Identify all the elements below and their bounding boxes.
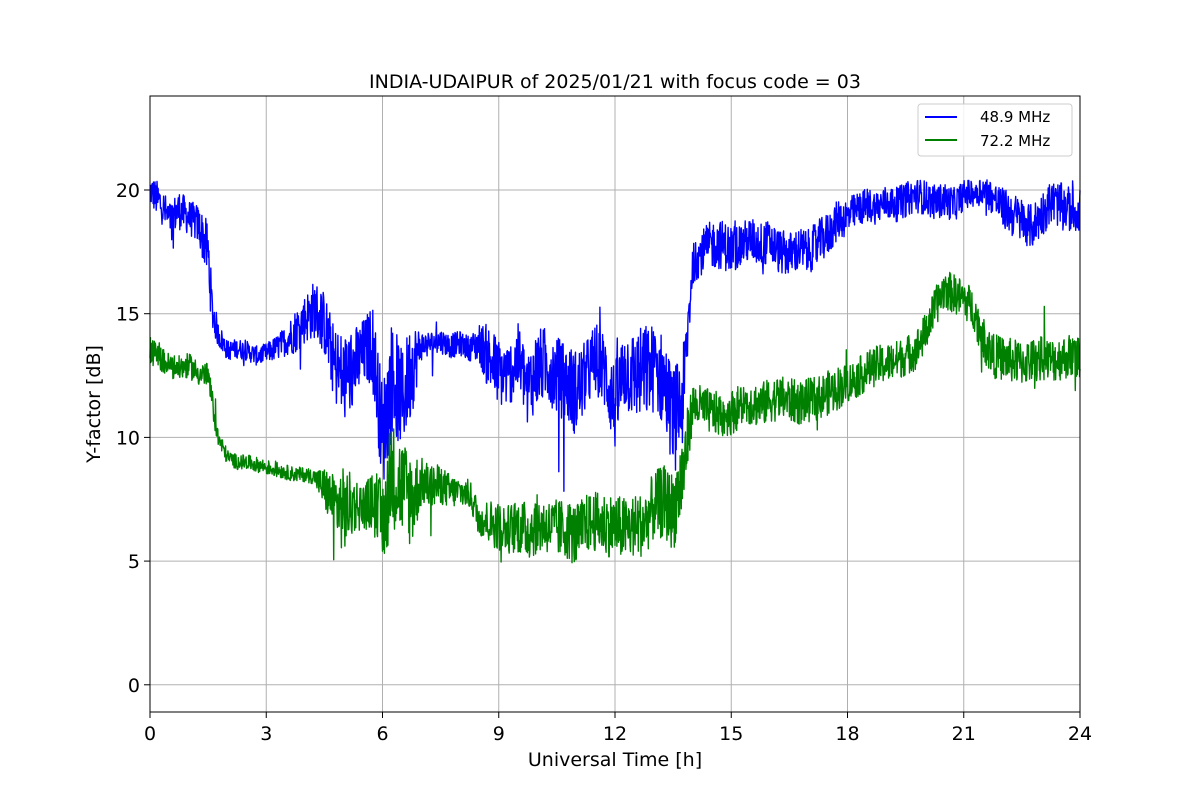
x-tick-label: 15 <box>719 723 743 745</box>
series-line-1 <box>149 271 1081 564</box>
x-tick-label: 9 <box>493 723 505 745</box>
x-tick-label: 3 <box>260 723 272 745</box>
legend-label-72-2: 72.2 MHz <box>980 132 1050 150</box>
y-tick-label: 5 <box>128 551 140 573</box>
x-axis-label: Universal Time [h] <box>528 749 702 771</box>
x-tick-label: 0 <box>144 723 156 745</box>
x-axis: 0 3 6 9 12 15 18 21 24 <box>144 712 1092 745</box>
x-tick-label: 6 <box>376 723 388 745</box>
x-tick-label: 18 <box>835 723 859 745</box>
x-tick-label: 21 <box>952 723 976 745</box>
chart-title: INDIA-UDAIPUR of 2025/01/21 with focus c… <box>369 71 861 93</box>
legend: 48.9 MHz 72.2 MHz <box>917 103 1073 157</box>
legend-label-48-9: 48.9 MHz <box>980 108 1050 126</box>
series-line-0 <box>149 179 1081 492</box>
y-tick-label: 0 <box>128 675 140 697</box>
x-tick-label: 12 <box>603 723 627 745</box>
y-tick-label: 20 <box>116 180 140 202</box>
y-tick-label: 15 <box>116 304 140 326</box>
x-tick-label: 24 <box>1068 723 1092 745</box>
y-axis-label: Y-factor [dB] <box>83 345 105 464</box>
y-tick-label: 10 <box>116 427 140 449</box>
series-layer <box>149 179 1081 564</box>
y-axis: 0 5 10 15 20 <box>116 180 150 697</box>
